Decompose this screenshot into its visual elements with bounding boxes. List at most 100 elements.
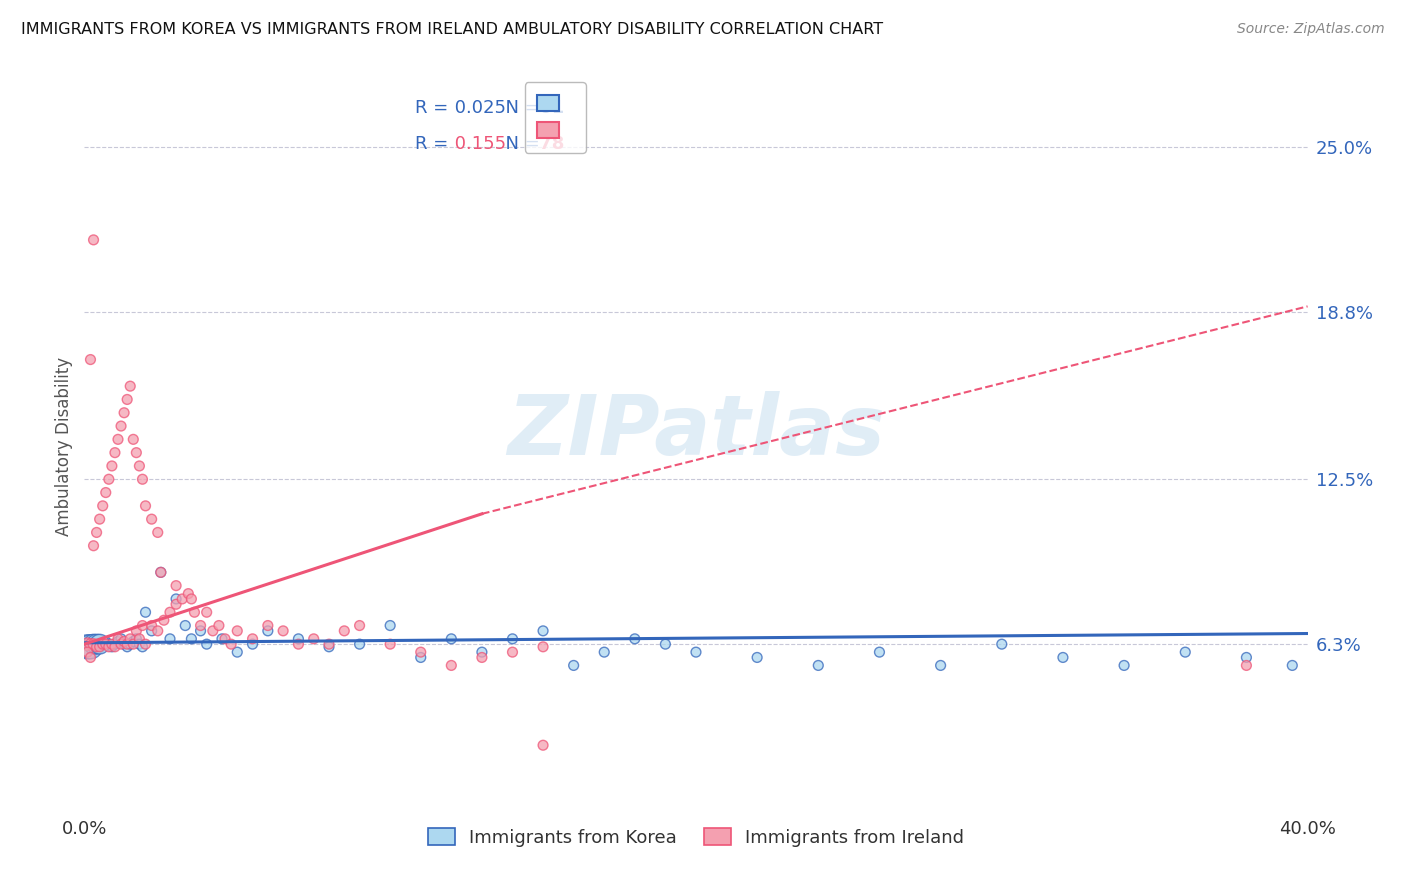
Point: [1236, 658, 1258, 673]
Point: [120, 632, 142, 646]
Point: [89, 640, 111, 654]
Point: [302, 632, 325, 646]
Point: [183, 605, 205, 619]
Point: [177, 586, 200, 600]
Point: [97, 637, 120, 651]
Point: [146, 624, 169, 638]
Point: [1281, 658, 1303, 673]
Point: [112, 406, 135, 420]
Text: 78: 78: [533, 135, 565, 153]
Point: [101, 637, 124, 651]
Point: [135, 637, 157, 651]
Point: [79, 637, 101, 651]
Point: [115, 392, 138, 407]
Point: [83, 637, 105, 651]
Point: [104, 640, 127, 654]
Point: [101, 458, 124, 473]
Point: [107, 433, 129, 447]
Point: [747, 650, 769, 665]
Point: [115, 637, 138, 651]
Point: [242, 637, 264, 651]
Point: [562, 658, 585, 673]
Point: [219, 637, 242, 651]
Legend: Immigrants from Korea, Immigrants from Ireland: Immigrants from Korea, Immigrants from I…: [420, 822, 972, 854]
Text: 61: 61: [533, 99, 565, 117]
Point: [122, 634, 145, 648]
Point: [654, 637, 676, 651]
Point: [135, 605, 157, 619]
Text: 0.155: 0.155: [449, 135, 506, 153]
Point: [120, 379, 142, 393]
Text: ZIPatlas: ZIPatlas: [508, 391, 884, 472]
Point: [110, 419, 132, 434]
Point: [242, 632, 264, 646]
Point: [149, 566, 172, 580]
Point: [122, 433, 145, 447]
Point: [531, 738, 554, 752]
Text: R =: R =: [415, 99, 454, 117]
Point: [131, 618, 153, 632]
Point: [79, 640, 101, 654]
Point: [165, 579, 187, 593]
Point: [531, 624, 554, 638]
Point: [128, 637, 150, 651]
Point: [409, 650, 432, 665]
Point: [115, 640, 138, 654]
Point: [112, 634, 135, 648]
Point: [190, 618, 212, 632]
Point: [174, 618, 197, 632]
Point: [502, 645, 524, 659]
Point: [440, 658, 463, 673]
Point: [83, 233, 105, 247]
Text: Source: ZipAtlas.com: Source: ZipAtlas.com: [1237, 22, 1385, 37]
Point: [180, 591, 202, 606]
Point: [624, 632, 647, 646]
Point: [91, 637, 114, 651]
Point: [125, 632, 148, 646]
Point: [471, 645, 494, 659]
Point: [125, 445, 148, 459]
Point: [141, 512, 163, 526]
Point: [79, 637, 101, 651]
Point: [226, 624, 249, 638]
Point: [333, 624, 356, 638]
Point: [502, 632, 524, 646]
Point: [165, 591, 187, 606]
Point: [97, 640, 120, 654]
Text: IMMIGRANTS FROM KOREA VS IMMIGRANTS FROM IRELAND AMBULATORY DISABILITY CORRELATI: IMMIGRANTS FROM KOREA VS IMMIGRANTS FROM…: [21, 22, 883, 37]
Y-axis label: Ambulatory Disability: Ambulatory Disability: [55, 357, 73, 535]
Point: [287, 637, 309, 651]
Point: [195, 605, 218, 619]
Text: 0.025: 0.025: [449, 99, 506, 117]
Point: [128, 458, 150, 473]
Point: [1052, 650, 1074, 665]
Point: [91, 637, 114, 651]
Text: N =: N =: [494, 99, 546, 117]
Text: N =: N =: [494, 135, 546, 153]
Point: [89, 637, 111, 651]
Point: [94, 485, 117, 500]
Point: [257, 624, 280, 638]
Point: [89, 637, 111, 651]
Point: [120, 637, 142, 651]
Point: [122, 637, 145, 651]
Point: [214, 632, 236, 646]
Point: [107, 634, 129, 648]
Point: [94, 634, 117, 648]
Point: [86, 525, 108, 540]
Point: [159, 605, 181, 619]
Point: [125, 624, 148, 638]
Point: [172, 591, 194, 606]
Point: [180, 632, 202, 646]
Point: [107, 632, 129, 646]
Point: [83, 637, 105, 651]
Point: [226, 645, 249, 659]
Point: [165, 597, 187, 611]
Point: [86, 640, 108, 654]
Point: [83, 539, 105, 553]
Point: [318, 637, 340, 651]
Point: [141, 624, 163, 638]
Point: [1174, 645, 1197, 659]
Point: [349, 618, 371, 632]
Point: [76, 637, 98, 651]
